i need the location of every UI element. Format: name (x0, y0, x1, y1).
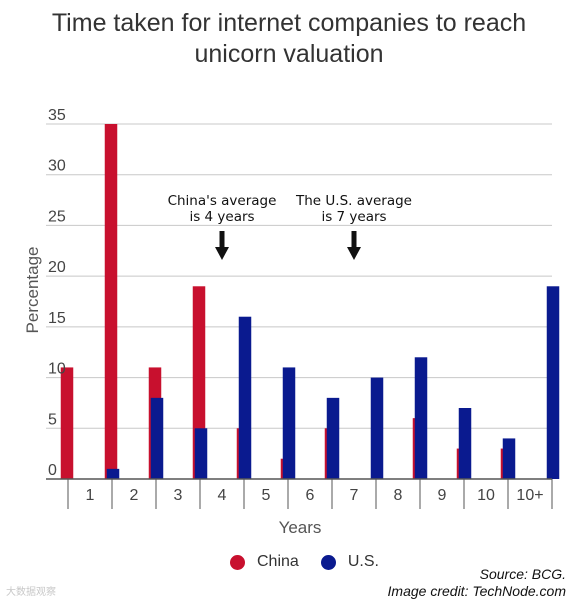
y-tick-label-20: 20 (48, 259, 66, 276)
legend-dot-us (320, 554, 336, 570)
legend-item-china: China (230, 553, 299, 571)
image-credit-text: Image credit: TechNode.com (387, 583, 566, 599)
x-tick-label-2: 2 (130, 487, 139, 504)
x-tick-label-5: 5 (262, 487, 271, 504)
x-tick-label-10+: 10+ (516, 487, 543, 504)
bar-us-5 (282, 367, 296, 479)
x-tick-label-7: 7 (350, 487, 359, 504)
bar-china-1 (60, 367, 74, 479)
bar-us-10 (502, 438, 516, 479)
bar-us-2 (150, 397, 164, 479)
watermark: 大数据观察 (6, 587, 56, 598)
chart-title: Time taken for internet companies to rea… (0, 8, 578, 70)
y-tick-label-5: 5 (48, 411, 57, 428)
annotation-0-line-2: is 4 years (189, 209, 254, 225)
annotation-1-arrow-icon (347, 231, 361, 260)
x-axis-title: Years (279, 518, 322, 537)
y-tick-label-0: 0 (48, 462, 57, 479)
grid-layer (46, 123, 552, 429)
annotation-1-line-2: is 7 years (321, 209, 386, 225)
bar-layer (60, 124, 560, 479)
y-axis-title: Percentage (23, 247, 42, 334)
annotation-0-line-1: China's average (168, 193, 277, 209)
bar-us-8 (414, 357, 428, 479)
annotation-0-arrow-icon (215, 231, 229, 260)
y-tick-label-15: 15 (48, 310, 66, 327)
y-tick-label-25: 25 (48, 208, 66, 225)
legend: China U.S. (230, 553, 401, 571)
x-tick-label-8: 8 (394, 487, 403, 504)
source-credit: Source: BCG. Image credit: TechNode.com (388, 566, 566, 600)
title-line-2: unicorn valuation (194, 40, 384, 68)
y-tick-label-35: 35 (48, 107, 66, 124)
bar-us-10+ (546, 286, 560, 479)
bar-china-2 (104, 124, 118, 479)
x-tick-label-4: 4 (218, 487, 227, 504)
legend-dot-china (230, 554, 245, 570)
legend-label-china: China (257, 553, 299, 570)
x-tick-label-10: 10 (477, 487, 495, 504)
x-tick-label-1: 1 (86, 487, 95, 504)
axis-layer: 0 5 10 15 20 25 30 35 1 2 3 4 5 6 7 8 9 10 10+ (46, 107, 553, 509)
y-tick-label-10: 10 (48, 361, 66, 378)
y-tick-label-30: 30 (48, 158, 66, 175)
legend-item-us: U.S. (320, 553, 379, 571)
annotation-1-line-1: The U.S. average (295, 193, 412, 209)
bar-us-4 (238, 316, 252, 479)
title-line-1: Time taken for internet companies to rea… (51, 9, 527, 37)
x-tick-label-6: 6 (306, 487, 315, 504)
bar-us-6 (326, 397, 340, 479)
x-tick-label-9: 9 (438, 487, 447, 504)
x-tick-label-3: 3 (174, 487, 183, 504)
bar-us-1 (106, 468, 120, 479)
bar-us-7 (370, 377, 384, 479)
source-text: Source: BCG. (479, 566, 566, 582)
bar-us-3 (194, 428, 208, 479)
bar-us-9 (458, 408, 472, 479)
legend-label-us: U.S. (347, 553, 379, 570)
